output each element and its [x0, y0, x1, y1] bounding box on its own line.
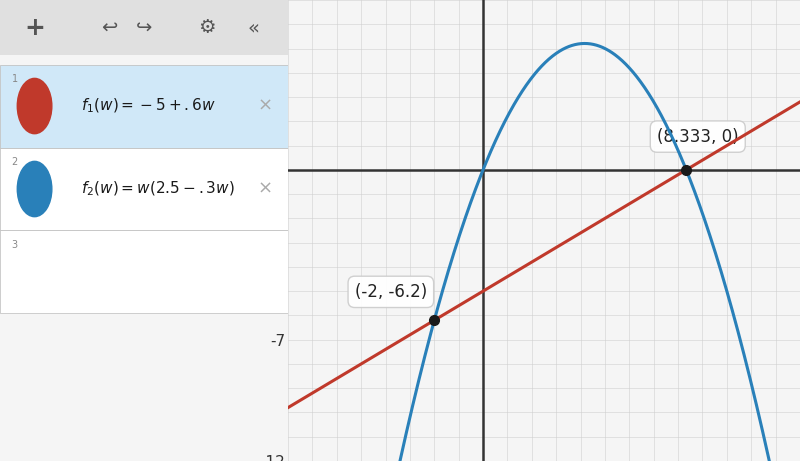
Text: 3: 3 [11, 240, 18, 250]
Text: $f_1(w) = -5 + .6w$: $f_1(w) = -5 + .6w$ [81, 97, 215, 115]
Text: (-2, -6.2): (-2, -6.2) [354, 283, 427, 301]
FancyBboxPatch shape [0, 0, 288, 55]
Text: ~: ~ [29, 99, 40, 113]
Circle shape [18, 78, 52, 134]
FancyBboxPatch shape [0, 148, 288, 230]
Text: ×: × [258, 97, 273, 115]
Text: ⚙: ⚙ [198, 18, 216, 37]
Text: ↪: ↪ [136, 18, 152, 37]
Text: 1: 1 [11, 74, 18, 84]
Text: ×: × [258, 180, 273, 198]
Text: ~: ~ [29, 182, 40, 196]
Text: (8.333, 0): (8.333, 0) [657, 128, 738, 146]
Text: ↩: ↩ [102, 18, 118, 37]
FancyBboxPatch shape [0, 65, 288, 148]
Text: +: + [24, 16, 45, 40]
Text: «: « [247, 18, 259, 37]
Text: $f_2(w) = w(2.5 - .3w)$: $f_2(w) = w(2.5 - .3w)$ [81, 180, 234, 198]
Text: 2: 2 [11, 157, 18, 167]
FancyBboxPatch shape [0, 230, 288, 313]
Circle shape [18, 161, 52, 217]
